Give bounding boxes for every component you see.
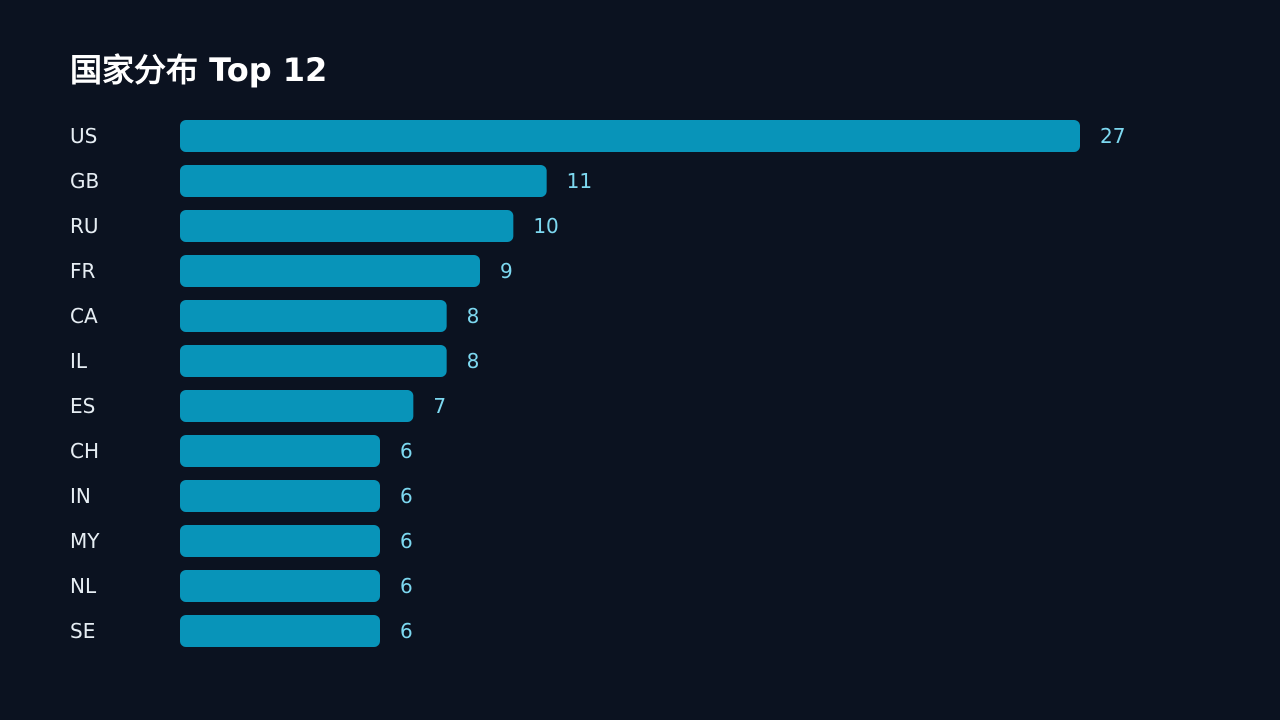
bar-fr <box>180 255 480 287</box>
value-label: 7 <box>433 394 446 418</box>
bar-us <box>180 120 1080 152</box>
value-label: 6 <box>400 574 413 598</box>
value-label: 8 <box>467 304 480 328</box>
bar-my <box>180 525 380 557</box>
category-label: NL <box>70 574 97 598</box>
value-label: 6 <box>400 529 413 553</box>
value-label: 11 <box>567 169 592 193</box>
category-label: MY <box>70 529 100 553</box>
value-label: 9 <box>500 259 513 283</box>
category-label: US <box>70 124 97 148</box>
value-label: 27 <box>1100 124 1125 148</box>
bar-ca <box>180 300 447 332</box>
bar-ch <box>180 435 380 467</box>
value-label: 8 <box>467 349 480 373</box>
bar-ru <box>180 210 514 242</box>
value-label: 10 <box>533 214 558 238</box>
value-label: 6 <box>400 484 413 508</box>
chart-title: 国家分布 Top 12 <box>70 51 328 89</box>
category-label: FR <box>70 259 96 283</box>
bar-il <box>180 345 447 377</box>
bar-nl <box>180 570 380 602</box>
category-label: CA <box>70 304 98 328</box>
category-label: SE <box>70 619 95 643</box>
bar-in <box>180 480 380 512</box>
bar-gb <box>180 165 547 197</box>
category-label: IN <box>70 484 91 508</box>
bar-es <box>180 390 414 422</box>
bar-se <box>180 615 380 647</box>
category-label: IL <box>70 349 88 373</box>
category-label: CH <box>70 439 99 463</box>
category-label: RU <box>70 214 99 238</box>
value-label: 6 <box>400 439 413 463</box>
category-label: ES <box>70 394 95 418</box>
value-label: 6 <box>400 619 413 643</box>
category-label: GB <box>70 169 99 193</box>
